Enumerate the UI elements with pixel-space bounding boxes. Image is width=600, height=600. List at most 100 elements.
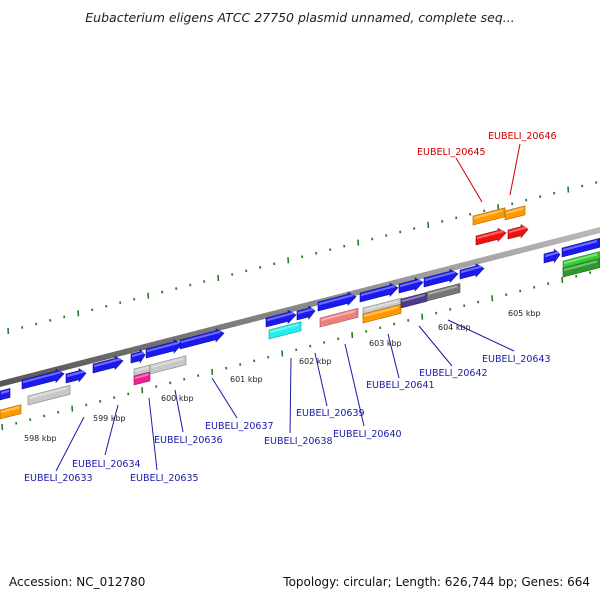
feature-orange-2[interactable] — [362, 303, 402, 324]
leader-20636 — [174, 389, 184, 433]
feature-orange-20645[interactable] — [472, 207, 506, 226]
cds-forward-10-highlight — [361, 285, 395, 297]
scale-label-604: 604 kbp — [438, 323, 471, 332]
cds-forward-12-highlight — [425, 270, 456, 282]
cds-forward-10[interactable] — [359, 282, 399, 303]
feature-purple-1[interactable] — [400, 291, 428, 309]
genome-summary-text: Topology: circular; Length: 626,744 bp; … — [283, 575, 590, 589]
feature-gray-3[interactable] — [149, 355, 187, 375]
cds-forward-2-highlight — [67, 370, 85, 378]
cds-forward-5-highlight — [147, 341, 180, 353]
feature-green-2[interactable] — [562, 258, 600, 278]
cds-forward-4[interactable] — [130, 348, 146, 364]
cds-forward-9-highlight — [319, 294, 353, 306]
label-20640[interactable]: EUBELI_20640 — [333, 429, 402, 440]
feature-red-20645-highlight — [477, 229, 504, 240]
feature-cyan-1[interactable] — [268, 321, 302, 340]
leader-20646 — [509, 143, 521, 196]
scale-labels: 598 kbp 599 kbp 600 kbp 601 kbp 602 kbp … — [24, 309, 541, 443]
feature-red-20646[interactable] — [507, 224, 529, 240]
leader-20634 — [104, 404, 119, 456]
cds-forward-8[interactable] — [296, 305, 316, 321]
cds-forward-6-highlight — [181, 330, 221, 344]
scale-label-603: 603 kbp — [369, 339, 402, 348]
leader-20643 — [447, 319, 515, 352]
label-20635[interactable]: EUBELI_20635 — [130, 473, 199, 484]
cds-forward-14-highlight — [545, 251, 559, 258]
accession-text: Accession: NC_012780 — [9, 575, 146, 589]
feature-orange-2-highlight — [364, 306, 398, 318]
lower-scale-ticks — [1, 271, 592, 431]
feature-orange-20645-highlight — [474, 209, 503, 220]
label-20638[interactable]: EUBELI_20638 — [264, 436, 333, 447]
map-title: Eubacterium eligens ATCC 27750 plasmid u… — [85, 10, 515, 25]
feature-darkgray-1[interactable] — [426, 283, 461, 302]
cds-forward-8-highlight — [298, 307, 314, 315]
cds-forward-4-highlight — [132, 351, 144, 358]
cds-forward-13[interactable] — [459, 263, 485, 280]
feature-gray-1[interactable] — [27, 384, 71, 406]
feature-cyan-1-highlight — [270, 323, 299, 334]
leader-20645 — [455, 157, 483, 203]
cds-forward-11[interactable] — [398, 277, 424, 294]
feature-orange-20646[interactable] — [504, 205, 526, 221]
scale-label-598: 598 kbp — [24, 434, 57, 443]
cds-forward-1-highlight — [23, 371, 61, 384]
label-20646[interactable]: EUBELI_20646 — [488, 131, 557, 142]
cds-forward-3[interactable] — [92, 355, 124, 374]
leader-20638 — [289, 357, 292, 434]
leader-20639 — [314, 352, 328, 407]
cds-forward-2[interactable] — [65, 368, 87, 384]
feature-gray-2-highlight — [135, 366, 149, 373]
leader-20635 — [148, 397, 158, 471]
cds-forward-13-highlight — [461, 265, 483, 274]
feature-gray-1-highlight — [29, 387, 67, 400]
label-leader-lines — [55, 143, 521, 472]
cds-forward-1[interactable] — [21, 368, 65, 390]
feature-pink-1-highlight — [321, 310, 355, 322]
feature-green-2-highlight — [564, 260, 598, 272]
label-20636[interactable]: EUBELI_20636 — [154, 435, 223, 446]
cds-forward-11-highlight — [400, 279, 422, 288]
feature-pink-1[interactable] — [319, 307, 359, 328]
feature-magenta-1[interactable] — [133, 371, 151, 386]
sequence-backbone — [0, 227, 600, 387]
label-20645[interactable]: EUBELI_20645 — [417, 147, 486, 158]
scale-label-602: 602 kbp — [299, 357, 332, 366]
gene-labels: EUBELI_20633 EUBELI_20634 EUBELI_20635 E… — [24, 131, 557, 484]
label-20633[interactable]: EUBELI_20633 — [24, 473, 93, 484]
label-20642[interactable]: EUBELI_20642 — [419, 368, 488, 379]
upper-scale-ticks — [7, 181, 598, 335]
label-20643[interactable]: EUBELI_20643 — [482, 354, 551, 365]
cds-forward-12[interactable] — [423, 268, 459, 288]
leader-20642 — [418, 325, 453, 367]
scale-label-605: 605 kbp — [508, 309, 541, 318]
label-20641[interactable]: EUBELI_20641 — [366, 380, 435, 391]
label-20634[interactable]: EUBELI_20634 — [72, 459, 141, 470]
scale-label-600: 600 kbp — [161, 394, 194, 403]
feature-red-20646-highlight — [509, 226, 527, 234]
label-20639[interactable]: EUBELI_20639 — [296, 408, 365, 419]
scale-label-601: 601 kbp — [230, 375, 263, 384]
cds-forward-15[interactable] — [561, 237, 600, 258]
label-20637[interactable]: EUBELI_20637 — [205, 421, 274, 432]
cds-forward-9[interactable] — [317, 291, 357, 312]
cds-forward-15-highlight — [563, 240, 597, 252]
leader-20641 — [387, 333, 400, 379]
feature-red-20645[interactable] — [475, 227, 507, 246]
cds-forward-0[interactable] — [0, 388, 11, 401]
cds-forward-6[interactable] — [179, 328, 225, 350]
feature-purple-1-highlight — [402, 293, 425, 303]
scale-label-599: 599 kbp — [93, 414, 126, 423]
cds-forward-14[interactable] — [543, 248, 561, 264]
feature-orange-1[interactable] — [0, 404, 22, 420]
leader-20633 — [55, 416, 85, 472]
feature-orange-1-highlight — [1, 406, 20, 414]
cds-forward-7[interactable] — [265, 309, 297, 328]
cds-forward-3-highlight — [94, 357, 121, 368]
cds-forward-5[interactable] — [145, 339, 183, 359]
leader-20637 — [211, 377, 238, 419]
cds-forward-7-highlight — [267, 311, 294, 322]
feature-orange-20646-highlight — [506, 207, 524, 215]
